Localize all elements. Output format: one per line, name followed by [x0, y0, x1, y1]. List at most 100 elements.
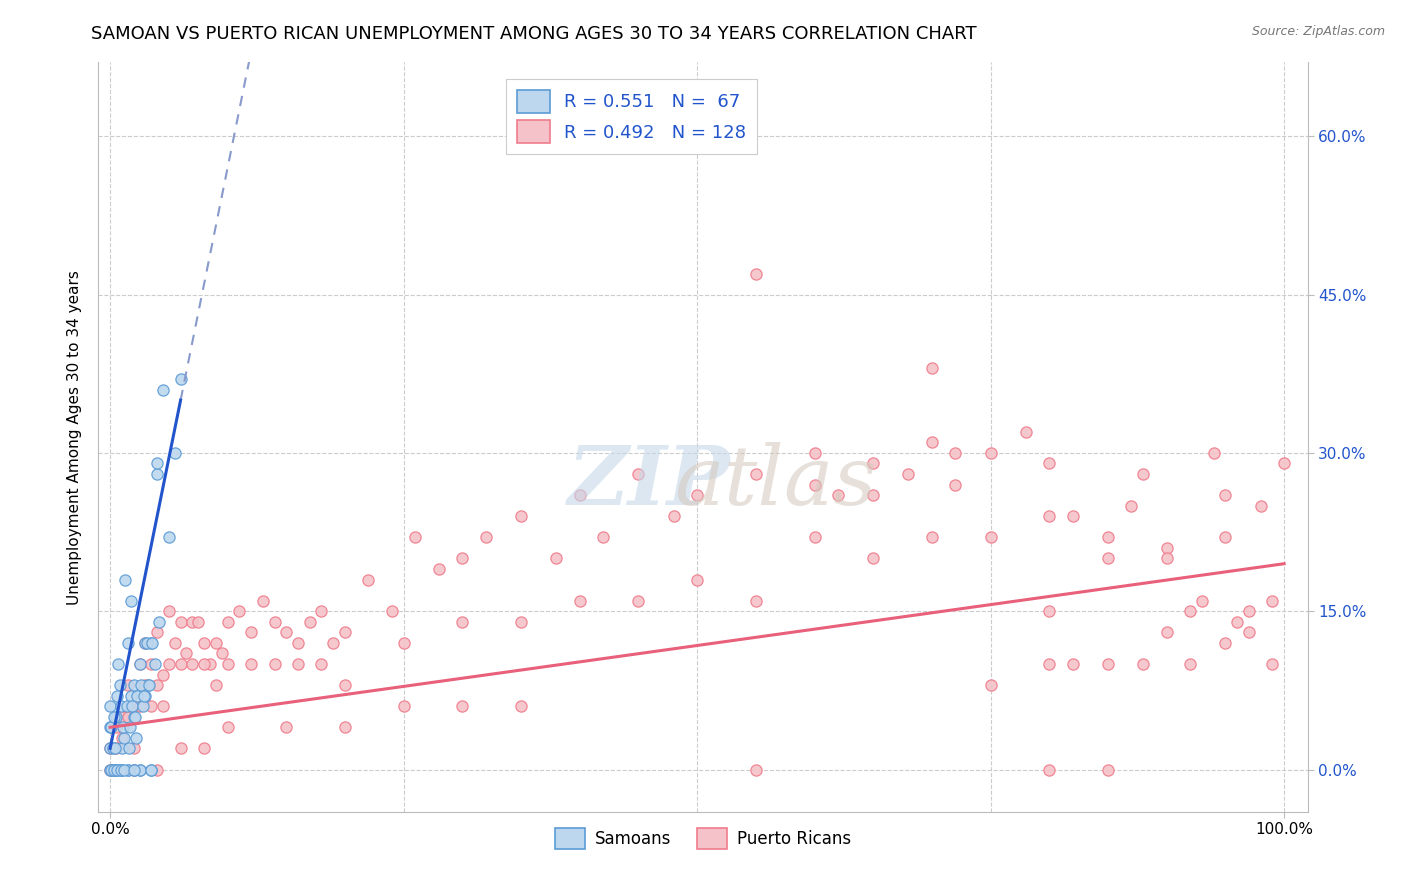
Point: [100, 763, 122, 777]
Point: [546, 551, 568, 566]
Point: [108, 763, 131, 777]
Legend: Samoans, Puerto Ricans: Samoans, Puerto Ricans: [548, 822, 858, 855]
Point: [451, 551, 474, 566]
Point: [138, 678, 160, 692]
Point: [193, 741, 215, 756]
Point: [181, 657, 204, 671]
Point: [1038, 657, 1060, 671]
Point: [115, 699, 138, 714]
Point: [112, 763, 135, 777]
Point: [129, 678, 152, 692]
Point: [101, 741, 124, 756]
Point: [1097, 657, 1119, 671]
Point: [152, 667, 174, 681]
Point: [111, 710, 134, 724]
Point: [111, 741, 134, 756]
Point: [108, 678, 131, 692]
Point: [1261, 593, 1284, 607]
Point: [112, 720, 135, 734]
Point: [803, 477, 825, 491]
Point: [427, 562, 450, 576]
Point: [163, 446, 186, 460]
Point: [217, 615, 239, 629]
Point: [1121, 499, 1143, 513]
Point: [114, 573, 136, 587]
Point: [198, 657, 221, 671]
Point: [146, 763, 169, 777]
Point: [103, 763, 125, 777]
Y-axis label: Unemployment Among Ages 30 to 34 years: Unemployment Among Ages 30 to 34 years: [67, 269, 83, 605]
Point: [1097, 530, 1119, 544]
Point: [862, 488, 884, 502]
Point: [1250, 499, 1272, 513]
Point: [105, 720, 128, 734]
Point: [120, 593, 142, 607]
Point: [128, 657, 150, 671]
Point: [921, 530, 943, 544]
Point: [118, 741, 141, 756]
Point: [204, 636, 226, 650]
Point: [136, 678, 159, 692]
Point: [322, 636, 344, 650]
Point: [157, 530, 180, 544]
Point: [141, 657, 163, 671]
Point: [287, 636, 309, 650]
Point: [1215, 530, 1237, 544]
Point: [141, 763, 163, 777]
Point: [98, 741, 121, 756]
Point: [1237, 604, 1260, 618]
Point: [1015, 425, 1038, 439]
Point: [662, 509, 685, 524]
Point: [1272, 457, 1295, 471]
Point: [117, 763, 139, 777]
Point: [1261, 657, 1284, 671]
Point: [1237, 625, 1260, 640]
Point: [1062, 657, 1084, 671]
Point: [176, 647, 198, 661]
Point: [204, 678, 226, 692]
Point: [1156, 625, 1178, 640]
Point: [686, 488, 709, 502]
Point: [110, 763, 132, 777]
Point: [1180, 657, 1202, 671]
Point: [134, 678, 156, 692]
Point: [104, 741, 127, 756]
Point: [357, 573, 380, 587]
Point: [510, 509, 533, 524]
Point: [110, 699, 132, 714]
Point: [298, 615, 321, 629]
Text: Source: ZipAtlas.com: Source: ZipAtlas.com: [1251, 25, 1385, 38]
Point: [146, 467, 169, 481]
Point: [169, 372, 191, 386]
Point: [105, 763, 128, 777]
Point: [169, 741, 191, 756]
Point: [381, 604, 404, 618]
Point: [122, 678, 145, 692]
Point: [827, 488, 849, 502]
Point: [1097, 763, 1119, 777]
Point: [945, 477, 967, 491]
Point: [745, 467, 768, 481]
Point: [134, 689, 156, 703]
Point: [451, 615, 474, 629]
Point: [148, 615, 170, 629]
Point: [311, 604, 333, 618]
Point: [862, 551, 884, 566]
Point: [803, 446, 825, 460]
Point: [1156, 551, 1178, 566]
Point: [152, 699, 174, 714]
Point: [240, 625, 263, 640]
Point: [1180, 604, 1202, 618]
Point: [152, 383, 174, 397]
Point: [392, 636, 415, 650]
Point: [127, 689, 149, 703]
Point: [897, 467, 920, 481]
Point: [163, 636, 186, 650]
Point: [980, 446, 1002, 460]
Point: [117, 636, 139, 650]
Point: [392, 699, 415, 714]
Point: [111, 763, 134, 777]
Point: [169, 657, 191, 671]
Point: [105, 741, 128, 756]
Point: [1156, 541, 1178, 555]
